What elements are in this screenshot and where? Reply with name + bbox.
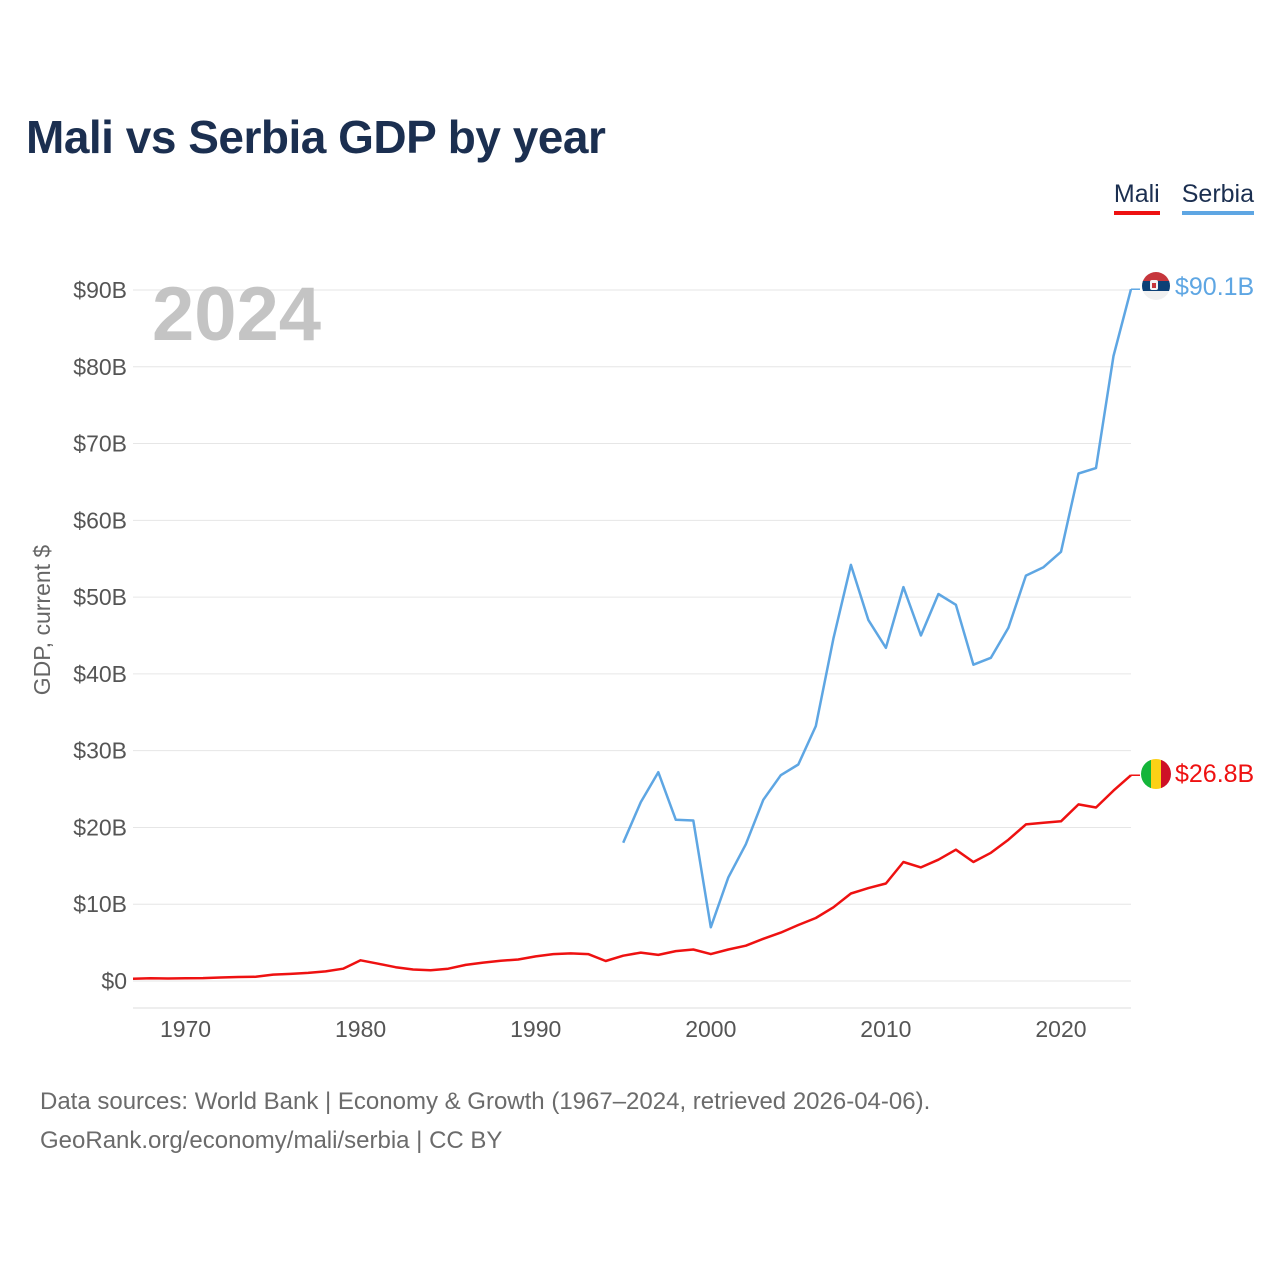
y-tick-label: $30B [73, 738, 127, 764]
y-tick-label: $60B [73, 507, 127, 533]
mali-flag-icon [1141, 759, 1171, 789]
source-line-2[interactable]: GeoRank.org/economy/mali/serbia | CC BY [40, 1127, 503, 1154]
year-watermark: 2024 [152, 272, 321, 357]
y-tick-label: $80B [73, 354, 127, 380]
serbia-flag-icon [1142, 272, 1170, 300]
y-tick-label: $20B [73, 814, 127, 840]
y-tick-label: $0 [101, 968, 127, 994]
y-axis-label: GDP, current $ [29, 545, 55, 696]
x-tick-label: 1970 [160, 1016, 211, 1042]
y-tick-label: $40B [73, 661, 127, 687]
x-tick-label: 2020 [1035, 1016, 1086, 1042]
legend: Mali Serbia [1113, 180, 1254, 215]
chart-title: Mali vs Serbia GDP by year [26, 111, 606, 163]
legend-item-mali[interactable]: Mali [1113, 180, 1160, 215]
y-tick-label: $90B [73, 277, 127, 303]
x-tick-label: 2010 [860, 1016, 911, 1042]
y-tick-label: $70B [73, 431, 127, 457]
series-line-mali[interactable] [132, 774, 1132, 980]
x-tick-label: 1990 [510, 1016, 561, 1042]
y-tick-label: $50B [73, 584, 127, 610]
legend-item-serbia[interactable]: Serbia [1181, 180, 1254, 215]
x-tick-label: 1980 [335, 1016, 386, 1042]
x-tick-label: 2000 [685, 1016, 736, 1042]
y-tick-label: $10B [73, 891, 127, 917]
source-note: Data sources: World Bank | Economy & Gro… [40, 1082, 930, 1160]
mali-end-label: $26.8B [1175, 760, 1254, 788]
series-line-serbia[interactable] [622, 288, 1133, 929]
source-line-1: Data sources: World Bank | Economy & Gro… [40, 1088, 931, 1115]
serbia-end-label: $90.1B [1175, 273, 1254, 301]
